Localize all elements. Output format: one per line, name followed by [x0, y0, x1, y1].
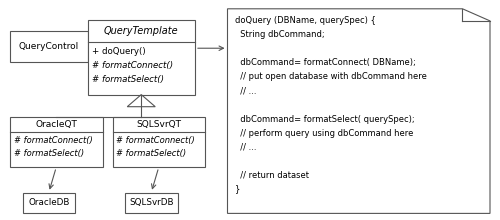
Text: OracleQT: OracleQT: [36, 120, 77, 129]
Text: // perform query using dbCommand here: // perform query using dbCommand here: [235, 128, 414, 138]
Bar: [125, 192, 178, 213]
Bar: [88, 20, 195, 95]
Bar: [22, 192, 75, 213]
Text: dbCommand= formatConnect( DBName);: dbCommand= formatConnect( DBName);: [235, 59, 416, 68]
Text: dbCommand= formatSelect( querySpec);: dbCommand= formatSelect( querySpec);: [235, 114, 414, 123]
Text: # formatSelect(): # formatSelect(): [14, 149, 84, 158]
Text: # formatConnect(): # formatConnect(): [116, 136, 195, 145]
Text: QueryControl: QueryControl: [18, 42, 79, 51]
Polygon shape: [228, 9, 490, 213]
Text: # formatConnect(): # formatConnect(): [14, 136, 93, 145]
Text: # formatSelect(): # formatSelect(): [116, 149, 186, 158]
Text: # formatConnect(): # formatConnect(): [92, 61, 172, 70]
Text: SQLSvrDB: SQLSvrDB: [129, 198, 174, 207]
Text: + doQuery(): + doQuery(): [92, 47, 145, 56]
Text: // return dataset: // return dataset: [235, 170, 309, 180]
Text: doQuery (DBName, querySpec) {: doQuery (DBName, querySpec) {: [235, 16, 376, 25]
Bar: [10, 31, 88, 62]
Text: SQLSvrQT: SQLSvrQT: [136, 120, 181, 129]
Text: OracleDB: OracleDB: [28, 198, 70, 207]
Text: // ...: // ...: [235, 143, 256, 152]
Text: QueryTemplate: QueryTemplate: [104, 26, 178, 36]
Bar: [10, 117, 102, 167]
Text: }: }: [235, 185, 240, 194]
Bar: [112, 117, 205, 167]
Text: String dbCommand;: String dbCommand;: [235, 30, 324, 39]
Text: // put open database with dbCommand here: // put open database with dbCommand here: [235, 72, 427, 81]
Text: # formatSelect(): # formatSelect(): [92, 75, 164, 84]
Text: // ...: // ...: [235, 86, 256, 95]
